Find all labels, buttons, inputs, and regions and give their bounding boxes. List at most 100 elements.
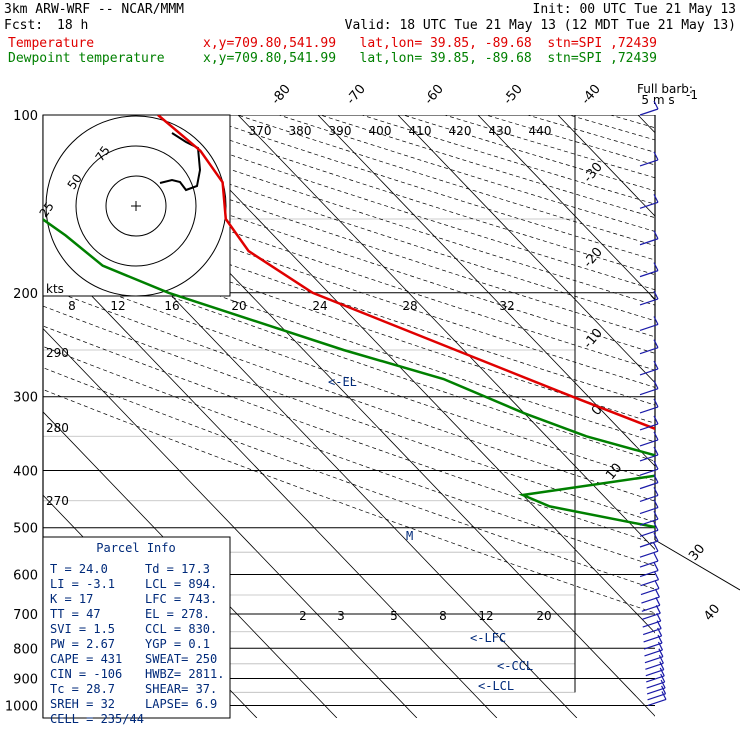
wind-barb-flag xyxy=(653,262,659,271)
theta-label: 410 xyxy=(409,124,432,138)
wind-barb-flag xyxy=(661,691,667,700)
parcel-info-right: LAPSE= 6.9 xyxy=(145,697,217,711)
legend-temperature-loc: x,y=709.80,541.99 lat,lon= 39.85, -89.68… xyxy=(203,36,657,51)
theta-e-label: 290 xyxy=(46,346,69,360)
wind-barb xyxy=(639,482,659,490)
wind-barb-flag xyxy=(660,673,666,683)
hodograph-ring xyxy=(105,175,167,237)
sounding-annotation: <-LCL xyxy=(478,679,514,693)
wind-barb xyxy=(639,423,659,431)
parcel-info-left: CIN = -106 xyxy=(50,667,122,681)
wind-barb xyxy=(639,388,659,396)
isotherm xyxy=(637,115,655,134)
wind-barb-flag xyxy=(653,552,659,562)
header-fcst-label: Fcst: xyxy=(4,18,44,33)
wind-barb xyxy=(639,201,659,209)
dry-adiabat xyxy=(43,346,655,567)
pressure-label: 100 xyxy=(13,109,38,124)
isotherm xyxy=(477,115,655,300)
wind-barb-flag xyxy=(653,562,659,571)
wind-barb xyxy=(639,406,659,414)
dry-adiabat xyxy=(444,115,655,179)
wind-barb xyxy=(639,550,659,558)
parcel-info-left: SREH = 32 xyxy=(50,697,115,711)
wind-barb xyxy=(645,669,664,677)
isotherm xyxy=(718,115,740,718)
sounding-annotation: <-LFC xyxy=(470,631,506,645)
theta-e-label: 270 xyxy=(46,494,69,508)
wind-barb-flag xyxy=(653,194,659,203)
parcel-info-left: SVI = 1.5 xyxy=(50,622,115,636)
parcel-info-left: PW = 2.67 xyxy=(50,637,115,651)
parcel-info-right: CCL = 830. xyxy=(145,622,217,636)
parcel-info-left: TT = 47 xyxy=(50,607,101,621)
dry-adiabat xyxy=(43,367,655,590)
wind-barb-flag xyxy=(653,571,660,580)
sounding-annotation: <-CCL xyxy=(497,659,533,673)
dry-adiabat xyxy=(237,115,655,246)
parcel-info-right: SHEAR= 37. xyxy=(145,682,217,696)
wind-barb-flag xyxy=(653,339,659,348)
legend-dewpoint: Dewpoint temperature xyxy=(8,51,165,66)
parcel-info-right: EL = 278. xyxy=(145,607,210,621)
wind-barb-flag xyxy=(653,316,659,325)
wind-barb-flag xyxy=(655,605,661,614)
parcel-info-left: Tc = 28.7 xyxy=(50,682,115,696)
wind-barb xyxy=(646,687,666,695)
wind-barb xyxy=(639,238,659,246)
temperature-label: -30 xyxy=(581,160,606,186)
dry-adiabat xyxy=(43,305,655,523)
pressure-label: 400 xyxy=(13,465,38,480)
wind-barb-flag xyxy=(653,542,659,552)
wind-barb xyxy=(639,270,659,278)
pressure-label: 800 xyxy=(13,642,38,657)
dry-adiabat xyxy=(43,181,655,388)
wind-barb-flag xyxy=(660,679,666,689)
pressure-label: 900 xyxy=(13,672,38,687)
full-barb-value: 5 m s xyxy=(641,93,674,107)
wind-barb-flag xyxy=(653,100,659,110)
hodograph-trace xyxy=(159,132,202,192)
wind-barb-flag xyxy=(653,380,659,389)
wind-barb-flag xyxy=(653,446,659,456)
wind-barb-flag xyxy=(653,460,659,470)
theta-label: 370 xyxy=(249,124,272,138)
pressure-label: 500 xyxy=(13,522,38,537)
temperature-label: -10 xyxy=(581,326,606,352)
isotherm xyxy=(43,411,338,718)
wind-barb-flag xyxy=(653,290,659,300)
temperature-profile xyxy=(157,115,655,431)
theta-e-label: 280 xyxy=(46,421,69,435)
hodograph-ring xyxy=(45,115,227,297)
temperature-label: -80 xyxy=(269,82,294,108)
dry-adiabat xyxy=(278,115,655,232)
temperature-label: 40 xyxy=(701,602,723,624)
wind-barb-flag xyxy=(656,620,662,629)
wind-barb-flag xyxy=(653,510,659,520)
wind-barb-flag xyxy=(657,641,664,651)
wind-barb-flag xyxy=(657,627,663,637)
parcel-info-left: CAPE = 431 xyxy=(50,652,122,666)
full-barb-exponent: -1 xyxy=(686,88,698,102)
header-line1-left: 3km ARW-WRF -- NCAR/MMM xyxy=(4,2,185,17)
moist-adiabat xyxy=(680,293,740,718)
hodograph-speed-label: 32 xyxy=(499,299,514,313)
wind-barb xyxy=(639,108,659,116)
dry-adiabat xyxy=(403,115,655,192)
wind-barb-flag xyxy=(653,360,659,370)
theta-label: 380 xyxy=(289,124,312,138)
parcel-info-title: Parcel Info xyxy=(96,541,175,555)
parcel-info-box xyxy=(42,536,231,719)
wind-barb xyxy=(639,439,659,447)
mixing-ratio-label: 5 xyxy=(390,609,398,623)
mixing-ratio-label: 12 xyxy=(478,609,493,623)
wind-barb xyxy=(647,698,667,707)
parcel-info-right: LFC = 743. xyxy=(145,592,217,606)
wind-barb-flag xyxy=(653,398,659,408)
legend-dewpoint-loc: x,y=709.80,541.99 lat,lon= 39.85, -89.68… xyxy=(203,51,657,66)
moist-adiabat xyxy=(712,293,740,718)
dry-adiabat xyxy=(43,249,655,462)
dry-adiabat xyxy=(43,286,655,502)
wind-barb-flag xyxy=(653,415,659,425)
mixing-ratio-label: 3 xyxy=(337,609,345,623)
